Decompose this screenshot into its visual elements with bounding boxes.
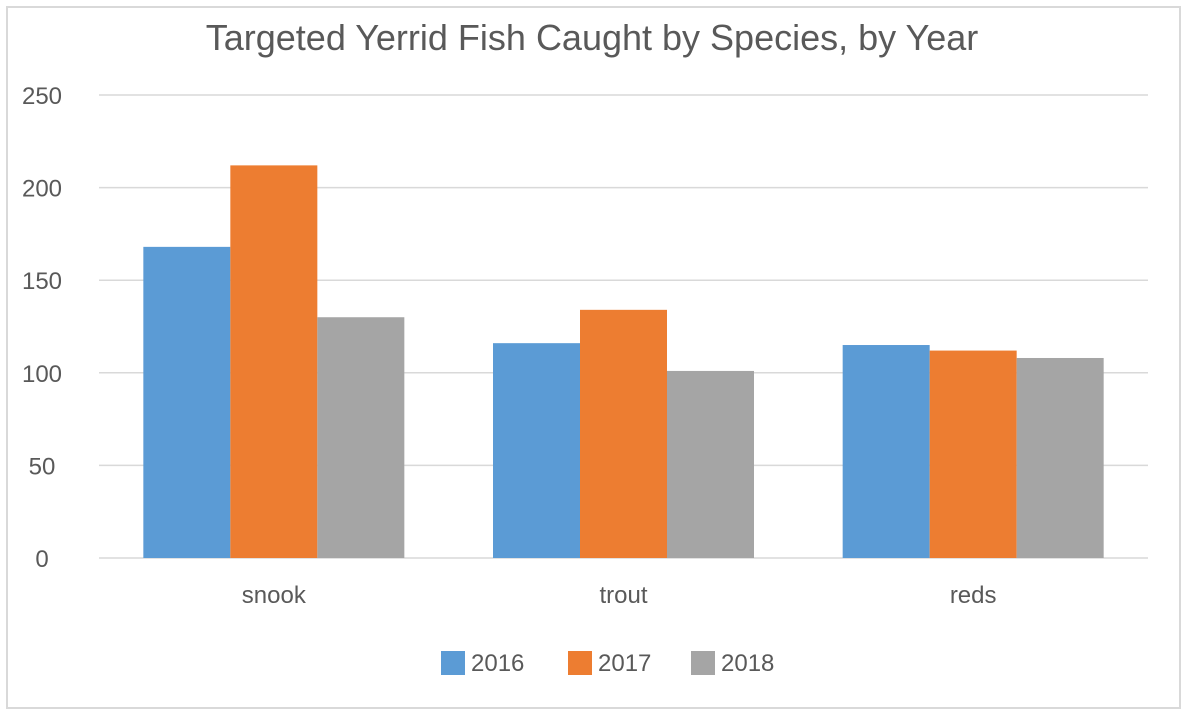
bar-snook-2017 — [230, 165, 318, 558]
y-tick-label: 250 — [22, 83, 62, 110]
bars — [143, 165, 1104, 558]
bar-reds-2016 — [842, 345, 930, 558]
y-tick-label: 0 — [35, 546, 48, 573]
y-tick-label: 150 — [22, 268, 62, 295]
legend-swatch — [441, 651, 465, 675]
bar-snook-2018 — [317, 317, 405, 558]
chart-title: Targeted Yerrid Fish Caught by Species, … — [206, 17, 979, 58]
y-axis-tick-labels: 0 50 100 150 200 250 — [22, 83, 62, 573]
x-tick-label: snook — [242, 582, 307, 609]
bar-trout-2017 — [580, 309, 667, 558]
bar-snook-2016 — [143, 246, 231, 558]
legend-label: 2016 — [471, 650, 524, 677]
legend-swatch — [691, 651, 715, 675]
x-tick-label: trout — [599, 582, 647, 609]
legend: 2016 2017 2018 — [441, 650, 774, 677]
legend-label: 2018 — [721, 650, 774, 677]
bar-trout-2018 — [667, 370, 754, 558]
x-tick-label: reds — [950, 582, 997, 609]
bar-reds-2017 — [929, 350, 1017, 558]
y-tick-label: 100 — [22, 361, 62, 388]
y-tick-label: 50 — [29, 453, 56, 480]
legend-label: 2017 — [598, 650, 651, 677]
y-tick-label: 200 — [22, 176, 62, 203]
bar-trout-2016 — [493, 343, 580, 558]
bar-reds-2018 — [1016, 357, 1104, 558]
legend-swatch — [568, 651, 592, 675]
x-axis-category-labels: snook trout reds — [242, 582, 997, 609]
